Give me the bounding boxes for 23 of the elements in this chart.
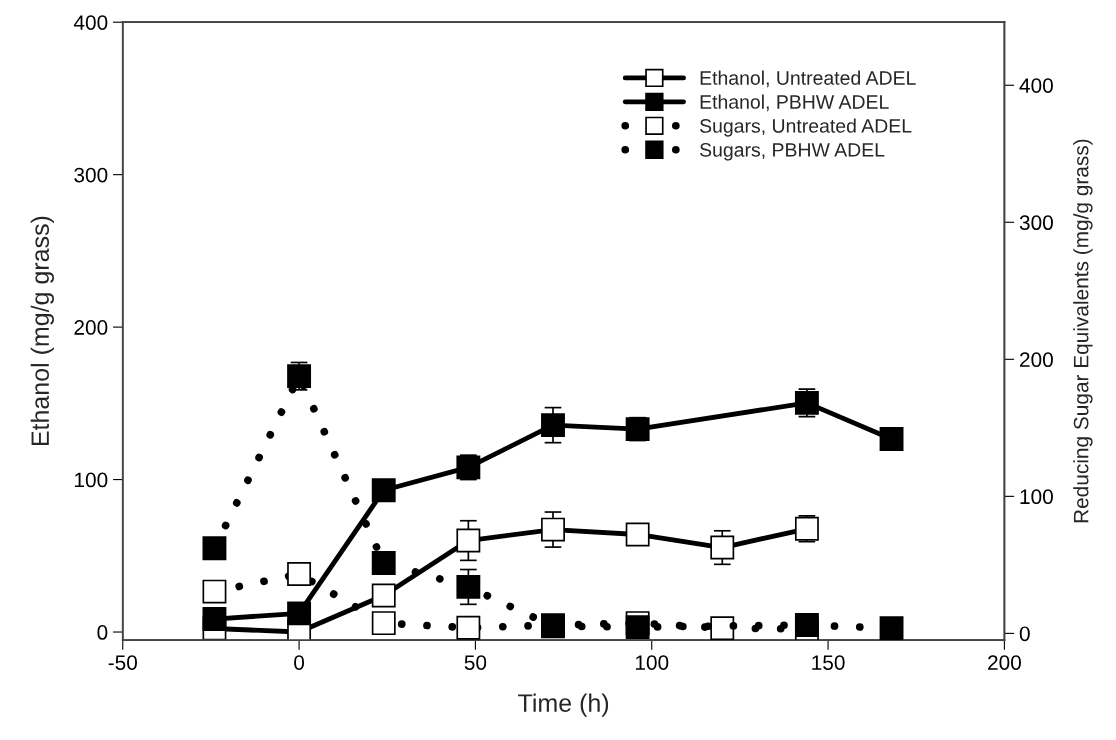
y2-tick-label: 0 bbox=[1019, 626, 1030, 642]
y-tick-label: 400 bbox=[73, 15, 108, 30]
legend-label: Sugars, Untreated ADEL bbox=[699, 118, 912, 137]
y-tick-label: 300 bbox=[74, 167, 108, 183]
x-tick-label: -50 bbox=[108, 655, 137, 670]
y-axis-title: Ethanol (mg/g grass) bbox=[30, 216, 54, 446]
x-tick-label: 50 bbox=[464, 655, 487, 670]
legend-label: Sugars, PBHW ADEL bbox=[699, 142, 885, 161]
legend-label: Ethanol, Untreated ADEL bbox=[700, 70, 916, 88]
y2-tick-label: 300 bbox=[1019, 215, 1053, 231]
y2-tick-label: 100 bbox=[1020, 489, 1053, 505]
y2-axis-title: Reducing Sugar Equivalents (mg/g grass) bbox=[1073, 139, 1093, 523]
y2-tick-label: 200 bbox=[1020, 352, 1053, 368]
y-tick-label: 200 bbox=[74, 320, 108, 335]
y-tick-label: 0 bbox=[97, 625, 108, 640]
x-tick-label: 150 bbox=[812, 655, 845, 670]
x-axis-title: Time (h) bbox=[518, 693, 609, 717]
x-tick-label: 100 bbox=[635, 655, 669, 670]
x-tick-label: 200 bbox=[988, 655, 1021, 670]
y-tick-label: 100 bbox=[75, 472, 108, 488]
y2-tick-label: 400 bbox=[1019, 78, 1053, 93]
legend-label: Ethanol, PBHW ADEL bbox=[700, 94, 889, 112]
x-tick-label: 0 bbox=[294, 655, 305, 670]
